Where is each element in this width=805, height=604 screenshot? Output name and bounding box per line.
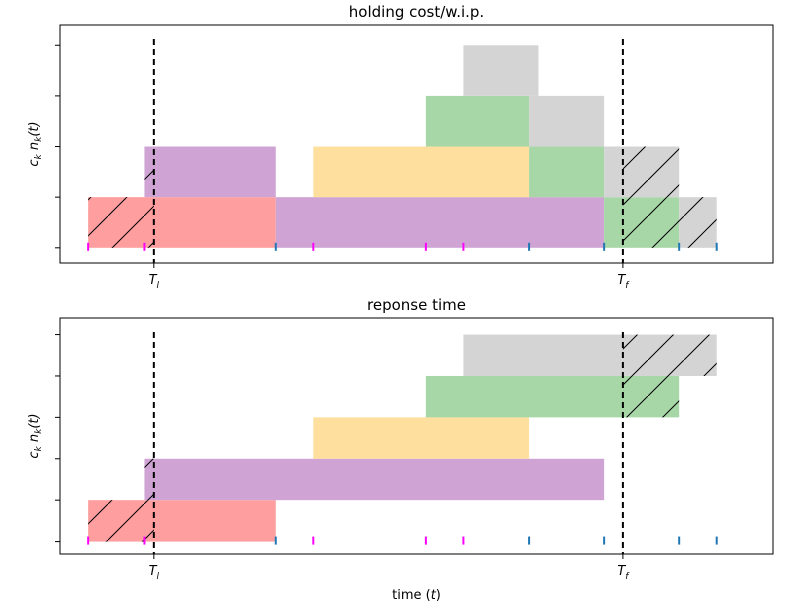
y-axis-label: ck nk(t) [27, 121, 44, 166]
chart-title: reponse time [367, 296, 466, 314]
hatched-region [622, 197, 717, 248]
hatched-region [88, 197, 154, 248]
hatched-region [622, 334, 717, 376]
x-tick-label: Tf [617, 273, 630, 291]
segment-bar [425, 95, 530, 147]
chart-title: holding cost/w.i.p. [349, 3, 484, 21]
x-tick-label: Tf [617, 564, 630, 582]
segment-bar [275, 197, 605, 248]
x-tick-label: Tl [149, 564, 160, 582]
chart-panel-1: Tl Tf holding cost/w.i.p. ck nk(t) [27, 3, 774, 291]
segment-bar [529, 146, 605, 198]
segment-bar [313, 146, 530, 198]
x-axis-label: time (t) [392, 588, 441, 603]
hatched-region [622, 375, 680, 418]
hatched-region [144, 146, 154, 198]
axes-frame [59, 317, 774, 555]
x-tick-label: Tl [149, 273, 160, 291]
segment-bar [529, 95, 605, 147]
axes-frame [59, 24, 774, 264]
hatched-region [144, 458, 154, 501]
segment-bar [313, 417, 530, 459]
segment-bar [463, 45, 539, 96]
hatched-region [88, 500, 154, 542]
chart-panel-2: Tl Tf reponse time ck nk(t) time (t) [27, 296, 774, 603]
y-axis-label: ck nk(t) [27, 413, 44, 458]
hatched-region [622, 146, 680, 198]
segment-bar [144, 146, 276, 198]
segment-bar [144, 458, 605, 501]
